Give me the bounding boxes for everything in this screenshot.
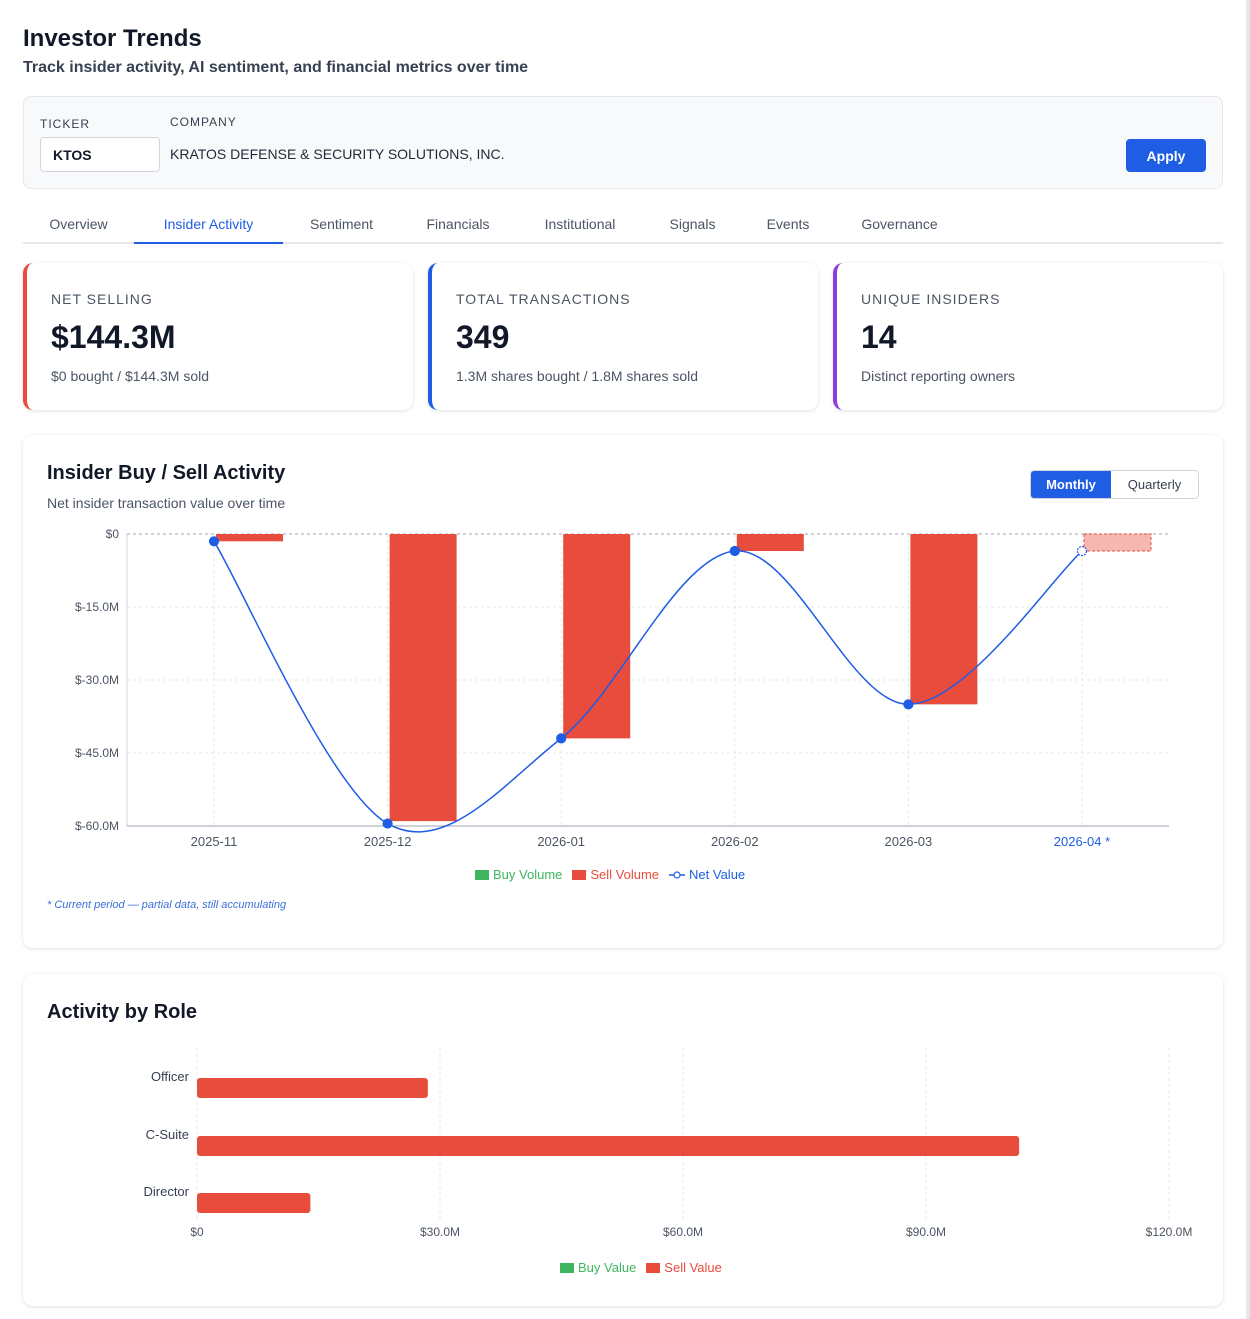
ticker-label: TICKER bbox=[40, 117, 91, 131]
tab-financials[interactable]: Financials bbox=[426, 216, 490, 232]
net-value-point bbox=[208, 536, 220, 547]
tab-governance[interactable]: Governance bbox=[861, 216, 938, 232]
x-tick-label: 2026-04 * bbox=[1054, 834, 1110, 849]
role-chart: $0 $30.0M $60.0M $90.0M $120.0M Officer C-Suit… bbox=[143, 1048, 1193, 1239]
tab-signals[interactable]: Signals bbox=[669, 216, 716, 232]
legend-sell-volume[interactable]: Sell Volume bbox=[572, 867, 659, 882]
period-toggle: Monthly Quarterly bbox=[1030, 470, 1199, 499]
sell-bar bbox=[563, 534, 631, 739]
page-subtitle: Track insider activity, AI sentiment, an… bbox=[23, 59, 529, 76]
x-tick-label: 2026-03 bbox=[885, 834, 933, 849]
metric-label: NET SELLING bbox=[51, 291, 153, 307]
metric-label: UNIQUE INSIDERS bbox=[861, 291, 1001, 307]
y-tick-label: $-30.0M bbox=[75, 673, 119, 687]
x-tick-label: 2025-11 bbox=[191, 834, 238, 849]
legend-buy-volume[interactable]: Buy Volume bbox=[475, 867, 562, 882]
y-tick-label: $0 bbox=[106, 527, 120, 541]
x-tick-label: $90.0M bbox=[906, 1225, 946, 1239]
tab-bar: Overview Insider Activity Sentiment Fina… bbox=[23, 204, 1223, 244]
y-tick-label: $-45.0M bbox=[75, 746, 119, 760]
metric-value: $144.3M bbox=[51, 319, 176, 355]
tab-insider-activity[interactable]: Insider Activity bbox=[134, 204, 283, 244]
x-tick-label: $60.0M bbox=[663, 1225, 703, 1239]
y-tick-label: $-60.0M bbox=[75, 819, 119, 833]
y-tick-label: Officer bbox=[151, 1069, 190, 1084]
role-chart-panel: Activity by Role $0 $30.0M $60.0M $90.0M $12… bbox=[23, 974, 1223, 1306]
metric-detail: Distinct reporting owners bbox=[861, 368, 1016, 384]
tab-institutional[interactable]: Institutional bbox=[544, 216, 616, 232]
page-scrollbar[interactable] bbox=[1246, 0, 1250, 1319]
company-label: COMPANY bbox=[170, 115, 237, 129]
net-value-point bbox=[556, 733, 567, 744]
y-tick-label: $-15.0M bbox=[75, 600, 119, 614]
role-legend: Buy Value Sell Value bbox=[560, 1260, 722, 1275]
quarterly-toggle-button[interactable]: Quarterly bbox=[1111, 471, 1198, 498]
activity-legend: Buy Volume Sell Volume Net Value bbox=[475, 867, 745, 882]
sell-value-bar bbox=[197, 1136, 1020, 1156]
x-tick-label: 2025-12 bbox=[364, 834, 412, 849]
net-value-point bbox=[1076, 545, 1088, 557]
activity-chart-panel: Insider Buy / Sell Activity Net insider … bbox=[23, 435, 1223, 948]
metric-card-unique-insiders: UNIQUE INSIDERS 14 Distinct reporting ow… bbox=[833, 263, 1223, 410]
sell-bar bbox=[389, 534, 457, 822]
sell-bar bbox=[736, 534, 804, 552]
y-tick-label: Director bbox=[143, 1184, 189, 1199]
metric-detail: 1.3M shares bought / 1.8M shares sold bbox=[456, 368, 699, 384]
buy-swatch bbox=[560, 1262, 574, 1273]
ticker-input[interactable] bbox=[40, 137, 160, 172]
metric-label: TOTAL TRANSACTIONS bbox=[456, 291, 631, 307]
metric-card-total-transactions: TOTAL TRANSACTIONS 349 1.3M shares bough… bbox=[428, 263, 818, 410]
x-tick-label: $0 bbox=[190, 1225, 204, 1239]
filter-bar: TICKER COMPANY KRATOS DEFENSE & SECURITY… bbox=[23, 96, 1223, 189]
net-value-point bbox=[382, 818, 393, 829]
activity-chart-title: Insider Buy / Sell Activity bbox=[47, 462, 286, 484]
legend-label: Net Value bbox=[689, 867, 746, 882]
legend-label: Buy Volume bbox=[493, 867, 563, 882]
y-tick-label: C-Suite bbox=[146, 1127, 189, 1142]
sell-swatch bbox=[646, 1262, 661, 1273]
x-tick-label: $30.0M bbox=[420, 1225, 460, 1239]
net-value-point bbox=[729, 545, 740, 557]
net-value-line bbox=[213, 540, 1083, 833]
x-tick-label: $120.0M bbox=[1146, 1225, 1193, 1239]
monthly-toggle-button[interactable]: Monthly bbox=[1031, 471, 1111, 498]
legend-label: Sell Value bbox=[664, 1260, 722, 1275]
legend-net-value[interactable]: Net Value bbox=[669, 867, 745, 882]
activity-chart: $0 $-15.0M $-30.0M $-45.0M $-60.0M 2025-11 202… bbox=[75, 527, 1169, 849]
legend-label: Buy Value bbox=[578, 1260, 637, 1275]
buy-swatch bbox=[475, 869, 489, 880]
page-title: Investor Trends bbox=[23, 25, 202, 52]
legend-buy-value[interactable]: Buy Value bbox=[560, 1260, 636, 1275]
metric-value: 14 bbox=[861, 319, 897, 355]
tab-overview[interactable]: Overview bbox=[49, 216, 108, 232]
apply-button[interactable]: Apply bbox=[1126, 139, 1206, 172]
sell-value-bar bbox=[197, 1078, 428, 1098]
sell-bar bbox=[216, 534, 283, 542]
role-chart-title: Activity by Role bbox=[47, 1001, 198, 1023]
net-line-swatch bbox=[669, 870, 686, 879]
legend-sell-value[interactable]: Sell Value bbox=[646, 1260, 722, 1275]
sell-swatch bbox=[572, 869, 587, 880]
metric-value: 349 bbox=[456, 319, 510, 355]
tab-events[interactable]: Events bbox=[766, 216, 810, 232]
partial-data-note: * Current period — partial data, still a… bbox=[47, 899, 287, 911]
tab-sentiment[interactable]: Sentiment bbox=[309, 216, 374, 232]
x-tick-label: 2026-02 bbox=[711, 834, 759, 849]
metric-card-net-selling: NET SELLING $144.3M $0 bought / $144.3M … bbox=[23, 263, 413, 410]
sell-bar-partial bbox=[1083, 533, 1152, 552]
sell-value-bar bbox=[197, 1193, 311, 1213]
net-value-point bbox=[903, 699, 914, 710]
company-name: KRATOS DEFENSE & SECURITY SOLUTIONS, INC… bbox=[170, 146, 505, 162]
activity-chart-subtitle: Net insider transaction value over time bbox=[47, 495, 286, 511]
legend-label: Sell Volume bbox=[590, 867, 660, 882]
metric-detail: $0 bought / $144.3M sold bbox=[51, 368, 210, 384]
x-tick-label: 2026-01 bbox=[537, 834, 585, 849]
sell-bar bbox=[910, 534, 978, 705]
